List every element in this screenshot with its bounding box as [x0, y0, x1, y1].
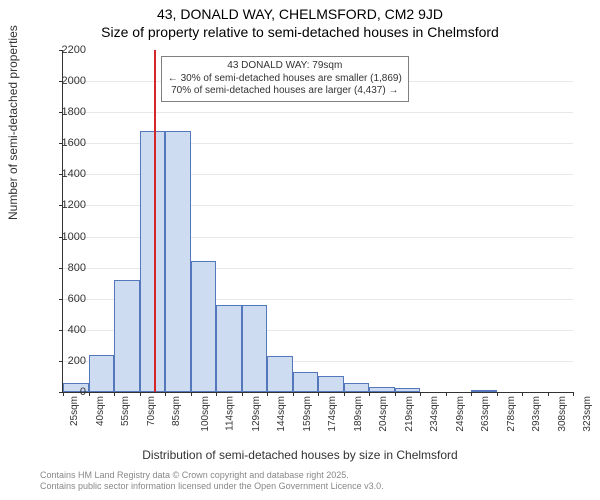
- y-tick-label: 1200: [46, 199, 86, 211]
- y-tick-label: 1400: [46, 168, 86, 180]
- x-tick-mark: [216, 392, 217, 396]
- histogram-bar: [114, 280, 140, 392]
- x-tick-label: 293sqm: [531, 396, 542, 432]
- x-tick-mark: [522, 392, 523, 396]
- histogram-bar: [318, 376, 344, 392]
- x-tick-label: 308sqm: [556, 396, 567, 432]
- x-tick-label: 159sqm: [301, 396, 312, 432]
- x-tick-label: 25sqm: [69, 396, 80, 426]
- y-axis-label: Number of semi-detached properties: [6, 25, 20, 220]
- x-tick-mark: [114, 392, 115, 396]
- histogram-bar: [165, 131, 191, 392]
- histogram-bar: [471, 390, 497, 392]
- x-tick-label: 174sqm: [327, 396, 338, 432]
- annotation-line-1: 43 DONALD WAY: 79sqm: [168, 60, 402, 73]
- histogram-bar: [344, 383, 370, 392]
- x-tick-label: 189sqm: [352, 396, 363, 432]
- histogram-bar: [89, 355, 115, 392]
- x-tick-label: 234sqm: [429, 396, 440, 432]
- x-tick-mark: [191, 392, 192, 396]
- x-tick-mark: [548, 392, 549, 396]
- attribution-line-2: Contains public sector information licen…: [40, 481, 384, 492]
- x-tick-mark: [242, 392, 243, 396]
- x-tick-label: 278sqm: [505, 396, 516, 432]
- x-tick-label: 85sqm: [171, 396, 182, 426]
- marker-line: [154, 50, 156, 392]
- y-tick-label: 1000: [46, 231, 86, 243]
- x-tick-mark: [497, 392, 498, 396]
- annotation-box: 43 DONALD WAY: 79sqm← 30% of semi-detach…: [161, 56, 409, 102]
- x-tick-label: 114sqm: [224, 396, 235, 431]
- x-tick-mark: [471, 392, 472, 396]
- y-tick-label: 0: [46, 386, 86, 398]
- annotation-line-3: 70% of semi-detached houses are larger (…: [168, 85, 402, 98]
- attribution-line-1: Contains HM Land Registry data © Crown c…: [40, 470, 384, 481]
- gridline-h: [63, 112, 573, 113]
- histogram-bar: [242, 305, 268, 392]
- y-tick-label: 800: [46, 262, 86, 274]
- y-tick-label: 600: [46, 293, 86, 305]
- histogram-bar: [395, 388, 421, 392]
- x-axis-label: Distribution of semi-detached houses by …: [0, 448, 600, 462]
- title-line-1: 43, DONALD WAY, CHELMSFORD, CM2 9JD: [0, 6, 600, 22]
- y-tick-label: 1800: [46, 106, 86, 118]
- plot-inner: 25sqm40sqm55sqm70sqm85sqm100sqm114sqm129…: [62, 50, 573, 393]
- x-tick-mark: [446, 392, 447, 396]
- x-tick-label: 249sqm: [454, 396, 465, 432]
- x-tick-label: 55sqm: [120, 396, 131, 426]
- x-tick-mark: [267, 392, 268, 396]
- chart-container: 43, DONALD WAY, CHELMSFORD, CM2 9JD Size…: [0, 0, 600, 500]
- y-tick-label: 1600: [46, 137, 86, 149]
- title-line-2: Size of property relative to semi-detach…: [0, 24, 600, 40]
- x-tick-mark: [395, 392, 396, 396]
- title-block: 43, DONALD WAY, CHELMSFORD, CM2 9JD Size…: [0, 0, 600, 40]
- x-tick-label: 100sqm: [199, 396, 210, 432]
- histogram-bar: [216, 305, 242, 392]
- histogram-bar: [191, 261, 217, 392]
- x-tick-mark: [165, 392, 166, 396]
- y-tick-label: 200: [46, 355, 86, 367]
- y-tick-label: 400: [46, 324, 86, 336]
- x-tick-label: 129sqm: [250, 396, 261, 432]
- x-tick-label: 144sqm: [276, 396, 287, 432]
- x-tick-label: 40sqm: [95, 396, 106, 426]
- x-tick-label: 323sqm: [582, 396, 593, 432]
- x-tick-label: 204sqm: [378, 396, 389, 432]
- x-tick-mark: [89, 392, 90, 396]
- x-tick-mark: [344, 392, 345, 396]
- x-tick-label: 70sqm: [146, 396, 157, 426]
- histogram-bar: [140, 131, 166, 392]
- histogram-bar: [293, 372, 319, 392]
- histogram-bar: [369, 387, 395, 392]
- x-tick-label: 263sqm: [480, 396, 491, 432]
- x-tick-mark: [293, 392, 294, 396]
- y-tick-label: 2200: [46, 44, 86, 56]
- x-tick-mark: [140, 392, 141, 396]
- plot-area: 25sqm40sqm55sqm70sqm85sqm100sqm114sqm129…: [62, 50, 572, 392]
- x-tick-mark: [369, 392, 370, 396]
- x-tick-label: 219sqm: [403, 396, 414, 432]
- attribution-text: Contains HM Land Registry data © Crown c…: [40, 470, 384, 492]
- x-tick-mark: [318, 392, 319, 396]
- annotation-line-2: ← 30% of semi-detached houses are smalle…: [168, 73, 402, 86]
- y-tick-label: 2000: [46, 75, 86, 87]
- x-tick-mark: [573, 392, 574, 396]
- x-tick-mark: [420, 392, 421, 396]
- histogram-bar: [267, 356, 293, 392]
